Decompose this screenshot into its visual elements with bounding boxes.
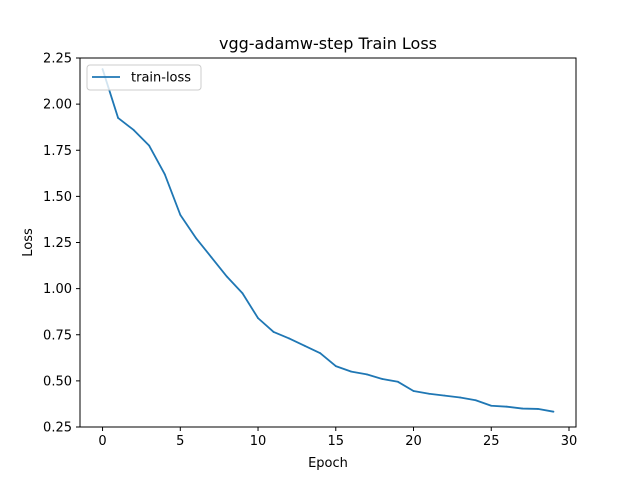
- data-point: [505, 405, 508, 408]
- x-tick-label: 10: [250, 434, 267, 449]
- x-tick-label: 0: [98, 434, 106, 449]
- data-point: [381, 378, 384, 380]
- data-point: [397, 380, 399, 383]
- y-tick-label: 1.50: [43, 190, 72, 205]
- data-point: [521, 407, 524, 410]
- x-tick-label: 15: [328, 434, 345, 449]
- data-point: [365, 373, 368, 376]
- data-point: [428, 392, 430, 395]
- x-tick-label: 5: [176, 434, 184, 449]
- data-point: [319, 352, 322, 355]
- y-tick-label: 2.25: [43, 52, 72, 67]
- y-tick-label: 0.50: [43, 374, 72, 389]
- y-tick-label: 1.00: [43, 282, 72, 297]
- data-point: [303, 344, 306, 347]
- data-point: [179, 213, 182, 216]
- data-point: [226, 275, 228, 278]
- data-point: [334, 365, 337, 368]
- y-tick-label: 1.25: [43, 236, 72, 251]
- data-point: [537, 408, 539, 410]
- data-point: [350, 370, 353, 373]
- x-axis-ticks: 0 5 10 15 20 25 30: [98, 427, 577, 449]
- data-point: [194, 236, 197, 239]
- chart-title: vgg-adamw-step Train Loss: [219, 34, 437, 53]
- data-point: [272, 331, 275, 333]
- y-axis-label: Loss: [21, 228, 36, 257]
- data-point: [459, 396, 462, 399]
- y-tick-label: 1.75: [43, 144, 72, 159]
- x-tick-label: 20: [405, 434, 422, 449]
- data-point: [288, 337, 291, 340]
- data-point: [412, 390, 415, 392]
- data-point: [490, 404, 493, 407]
- data-point: [241, 292, 244, 295]
- x-tick-label: 25: [483, 434, 500, 449]
- y-tick-label: 0.25: [43, 421, 72, 436]
- plot-frame: [79, 57, 577, 428]
- data-point: [443, 394, 446, 397]
- data-point: [257, 317, 259, 320]
- data-point: [132, 129, 135, 131]
- y-axis-ticks: 0.25 0.50 0.75 1.00 1.25 1.50 1.75 2.00 2.25: [43, 52, 80, 436]
- legend: train-loss: [86, 64, 202, 91]
- legend-label-train-loss: train-loss: [131, 71, 191, 86]
- x-tick-label: 30: [561, 434, 578, 449]
- data-point: [148, 144, 151, 147]
- y-tick-label: 2.00: [43, 98, 72, 113]
- x-axis-label: Epoch: [308, 456, 348, 471]
- series-line-train-loss: [101, 68, 554, 413]
- y-tick-label: 0.75: [43, 328, 72, 343]
- data-point: [474, 399, 477, 402]
- data-point: [117, 117, 119, 119]
- data-point: [552, 410, 555, 413]
- legend-box: [86, 64, 202, 91]
- data-point: [210, 256, 213, 259]
- data-point: [163, 173, 166, 176]
